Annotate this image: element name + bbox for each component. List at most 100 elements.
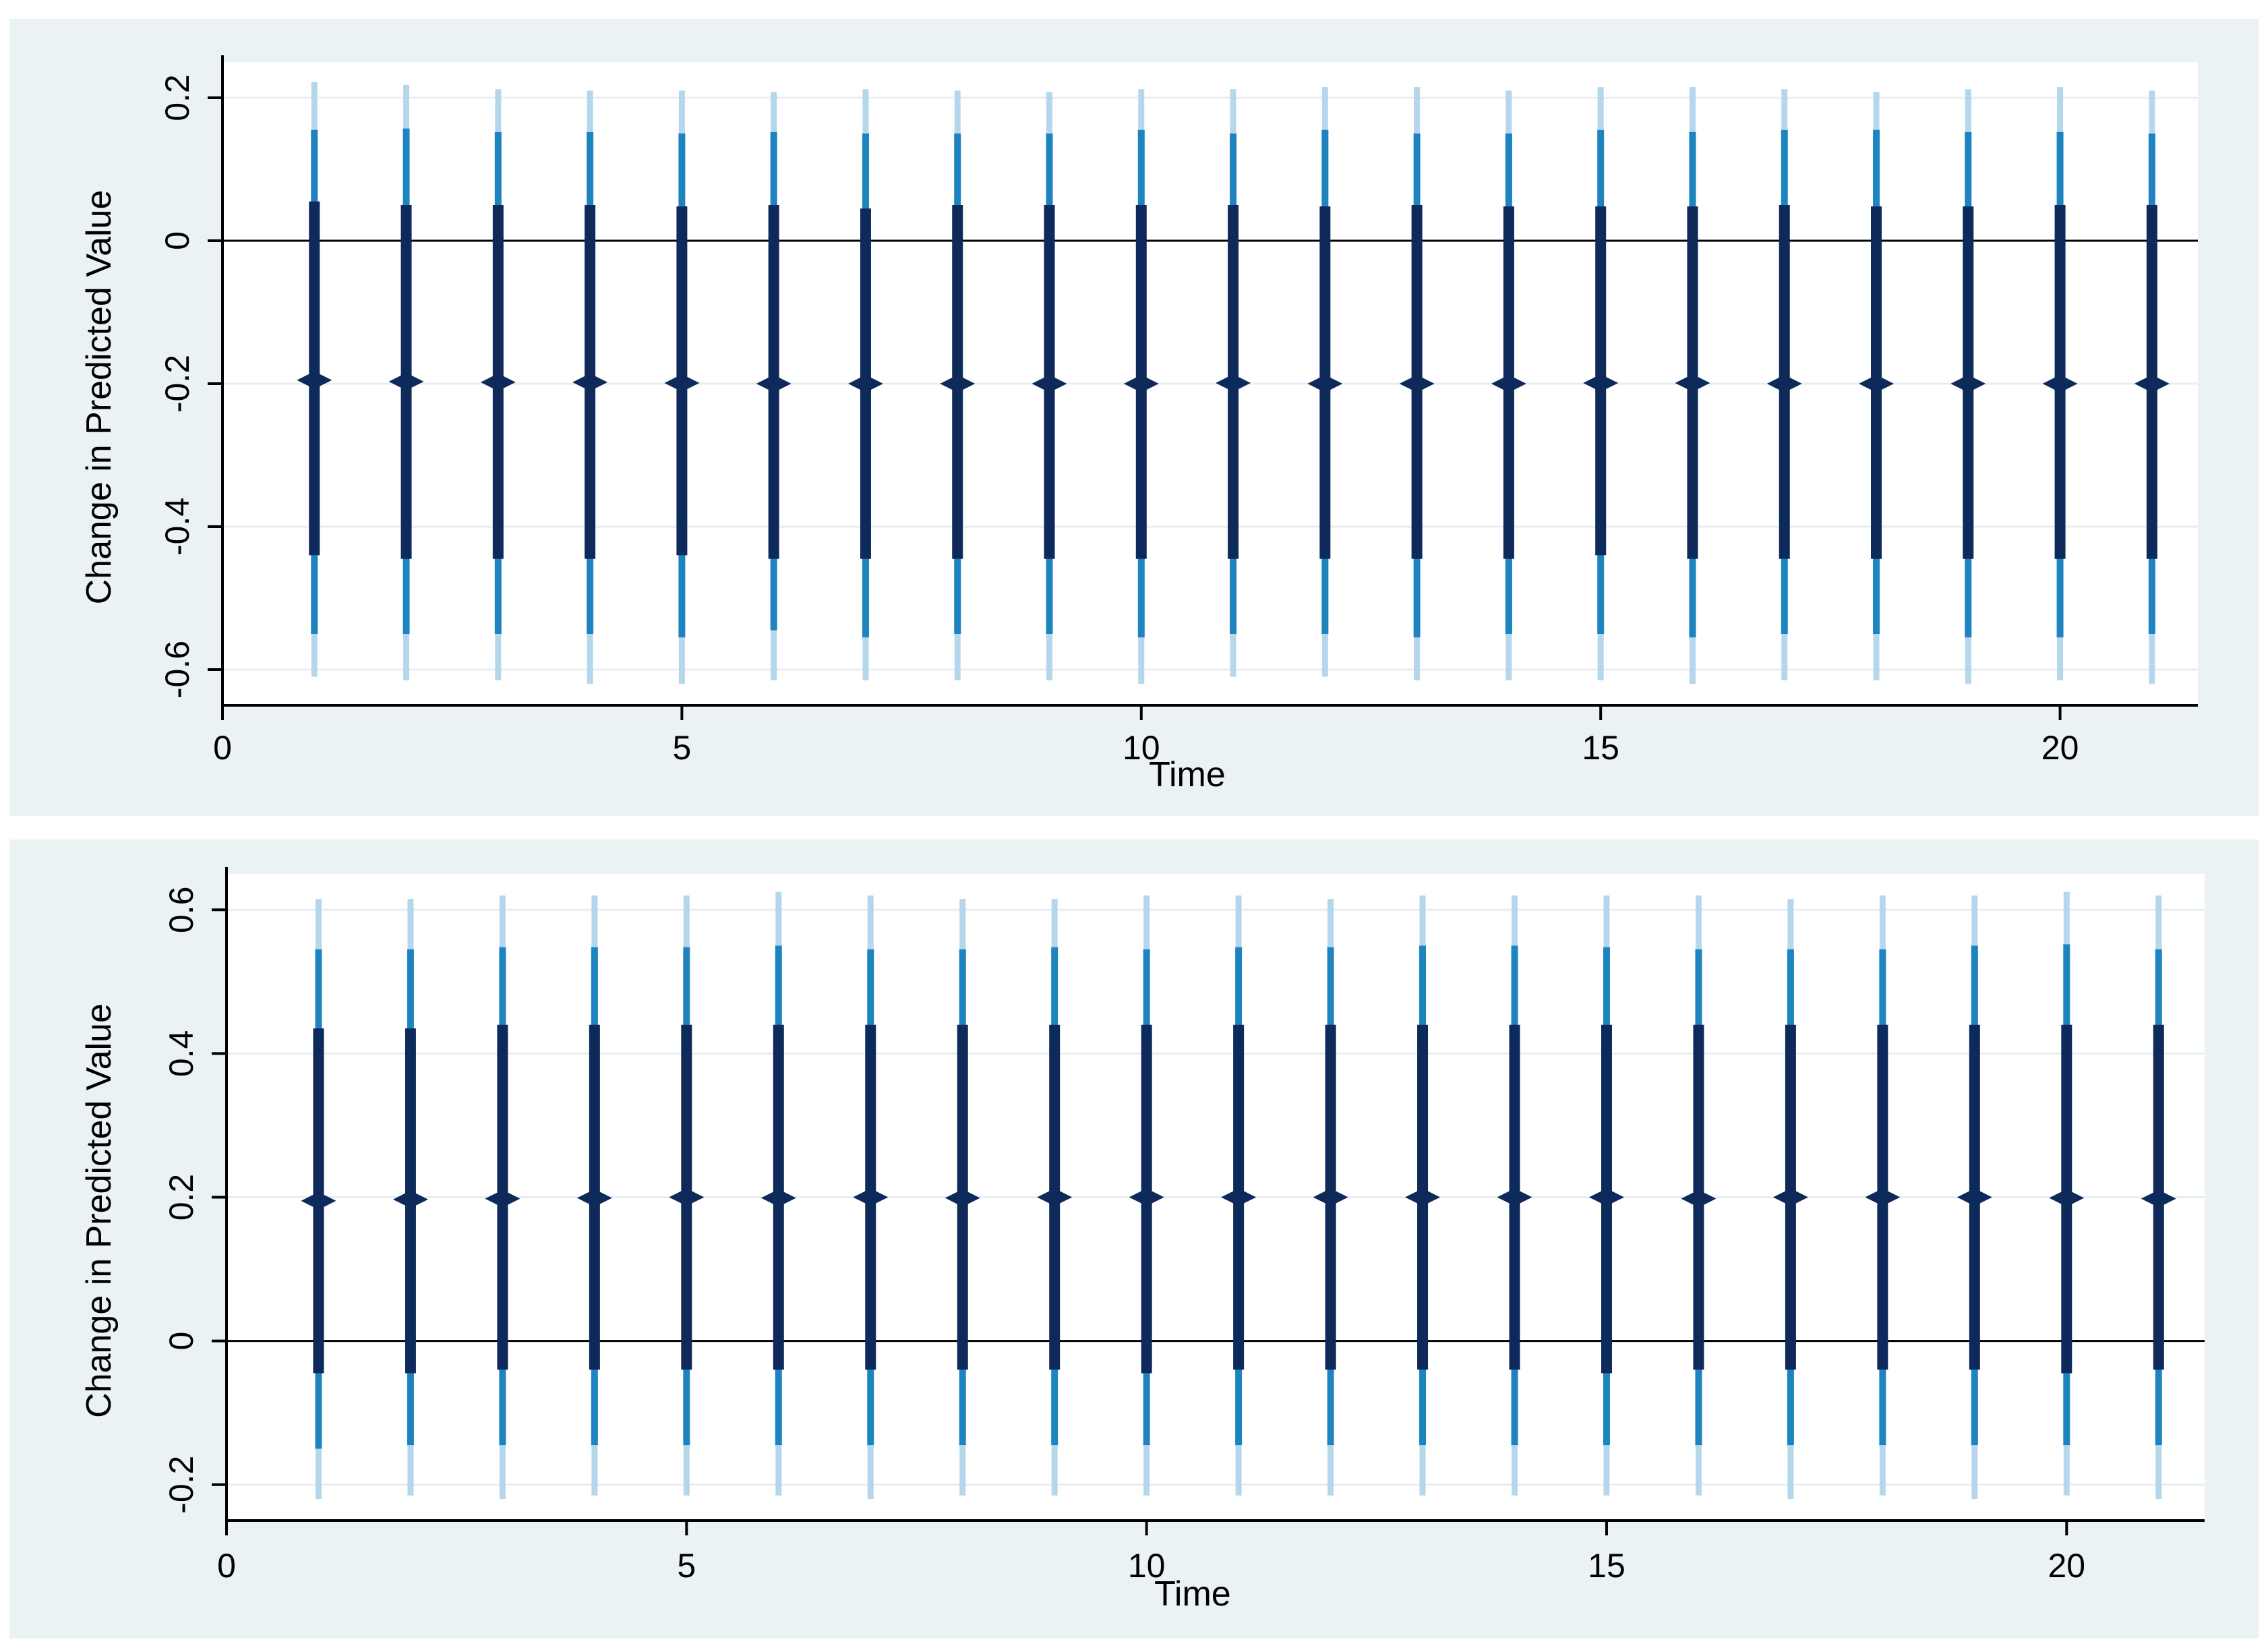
point-estimate [2042, 375, 2078, 392]
y-tick-label: 0 [158, 231, 196, 250]
point-estimate [572, 373, 608, 391]
point-estimate [1123, 375, 1159, 392]
x-tick-label: 0 [217, 1547, 236, 1585]
x-tick-label: 5 [677, 1547, 696, 1585]
y-tick-label: -0.4 [158, 498, 196, 556]
point-estimate [1405, 1188, 1441, 1206]
point-estimate [1129, 1188, 1164, 1206]
point-estimate [760, 1189, 796, 1207]
point-estimate [301, 1191, 336, 1210]
y-axis-title: Change in Predicted Value [80, 190, 119, 605]
estimate-group [756, 92, 792, 680]
estimate-group [485, 895, 520, 1500]
estimate-group [572, 90, 608, 684]
estimate-group [1766, 89, 1802, 680]
x-tick-label: 0 [213, 729, 232, 767]
point-estimate [392, 1190, 428, 1208]
estimate-group [1399, 87, 1435, 680]
y-axis-title: Change in Predicted Value [80, 1003, 119, 1418]
x-tick-label: 20 [2041, 729, 2079, 767]
estimate-group [853, 895, 889, 1500]
point-estimate [576, 1189, 612, 1207]
estimate-group [1859, 92, 1894, 680]
estimate-group [480, 89, 516, 680]
x-tick-label: 15 [1582, 729, 1619, 767]
point-estimate [2141, 1189, 2176, 1208]
estimate-group [760, 891, 796, 1496]
top-chart-panel: 0.2 0 -0.2 -0.4 -0.6 0 5 10 15 20 Time Change in Pr… [9, 19, 2259, 816]
estimate-group [2042, 87, 2078, 680]
point-estimate [1399, 375, 1435, 392]
estimate-group [1037, 899, 1073, 1496]
x-tick-label: 10 [1123, 729, 1160, 767]
point-estimate [1865, 1188, 1901, 1206]
estimate-group [1772, 899, 1808, 1500]
point-estimate [1583, 374, 1619, 392]
x-axis-title: Time [1154, 1575, 1231, 1614]
point-estimate [2049, 1189, 2085, 1207]
estimate-group [2141, 895, 2176, 1500]
point-estimate [853, 1188, 889, 1206]
bottom-chart-panel: 0.6 0.4 0.2 0 -0.2 0 5 10 15 20 Time Change in Pred… [9, 840, 2259, 1639]
point-estimate [1950, 375, 1986, 392]
estimate-group [940, 90, 976, 680]
point-estimate [940, 375, 976, 392]
point-estimate [1957, 1188, 1992, 1206]
point-estimate [1766, 375, 1802, 392]
estimate-group [388, 84, 424, 680]
point-estimate [297, 371, 332, 389]
estimate-group [1491, 90, 1526, 680]
y-tick-label: 0.4 [162, 1030, 200, 1078]
estimate-group [669, 895, 705, 1496]
estimate-group [1865, 895, 1901, 1496]
point-estimate [945, 1189, 980, 1207]
point-estimate [1313, 1188, 1348, 1206]
x-tick-label: 10 [1128, 1547, 1166, 1585]
point-estimate [1681, 1189, 1717, 1208]
y-tick-label: -0.6 [158, 641, 196, 699]
point-estimate [1859, 375, 1894, 392]
x-axis-title: Time [1149, 755, 1226, 794]
point-estimate [2134, 375, 2170, 392]
estimate-group [1129, 895, 1164, 1496]
estimate-group [576, 895, 612, 1496]
y-tick-label: 0.2 [162, 1174, 200, 1221]
y-tick-label: 0 [162, 1332, 200, 1351]
estimate-group [1497, 895, 1532, 1496]
top-coefficient-chart: 0.2 0 -0.2 -0.4 -0.6 0 5 10 15 20 Time Change in Pr… [80, 55, 2198, 794]
point-estimate [1491, 375, 1526, 392]
point-estimate [1216, 374, 1251, 392]
estimate-group [1681, 895, 1717, 1496]
estimate-group [847, 89, 883, 680]
x-tick-label: 20 [2048, 1547, 2085, 1585]
bottom-coefficient-chart: 0.6 0.4 0.2 0 -0.2 0 5 10 15 20 Time Change in Pred… [80, 867, 2205, 1614]
point-estimate [1307, 375, 1343, 392]
estimate-group [945, 899, 980, 1496]
point-estimate [1497, 1188, 1532, 1206]
estimate-group [2049, 891, 2085, 1496]
estimate-group [664, 90, 700, 684]
estimate-group [1032, 92, 1067, 680]
estimate-group [1123, 89, 1159, 684]
estimate-group [1588, 895, 1624, 1496]
point-estimate [1772, 1188, 1808, 1206]
estimate-group [1583, 87, 1619, 680]
point-estimate [664, 374, 700, 392]
point-estimate [1032, 375, 1067, 392]
point-estimate [669, 1188, 705, 1206]
point-estimate [1588, 1188, 1624, 1206]
estimate-group [1950, 89, 1986, 684]
estimate-group [1313, 899, 1348, 1496]
estimate-group [1221, 895, 1257, 1496]
point-estimate [847, 375, 883, 392]
point-estimate [388, 372, 424, 390]
point-estimate [485, 1189, 520, 1208]
point-estimate [1675, 374, 1710, 392]
estimate-group [1216, 89, 1251, 677]
point-estimate [1221, 1188, 1257, 1206]
estimate-group [297, 82, 332, 677]
estimate-group [1675, 87, 1710, 684]
estimate-group [2134, 90, 2170, 684]
estimate-group [301, 899, 336, 1500]
estimate-group [392, 899, 428, 1496]
